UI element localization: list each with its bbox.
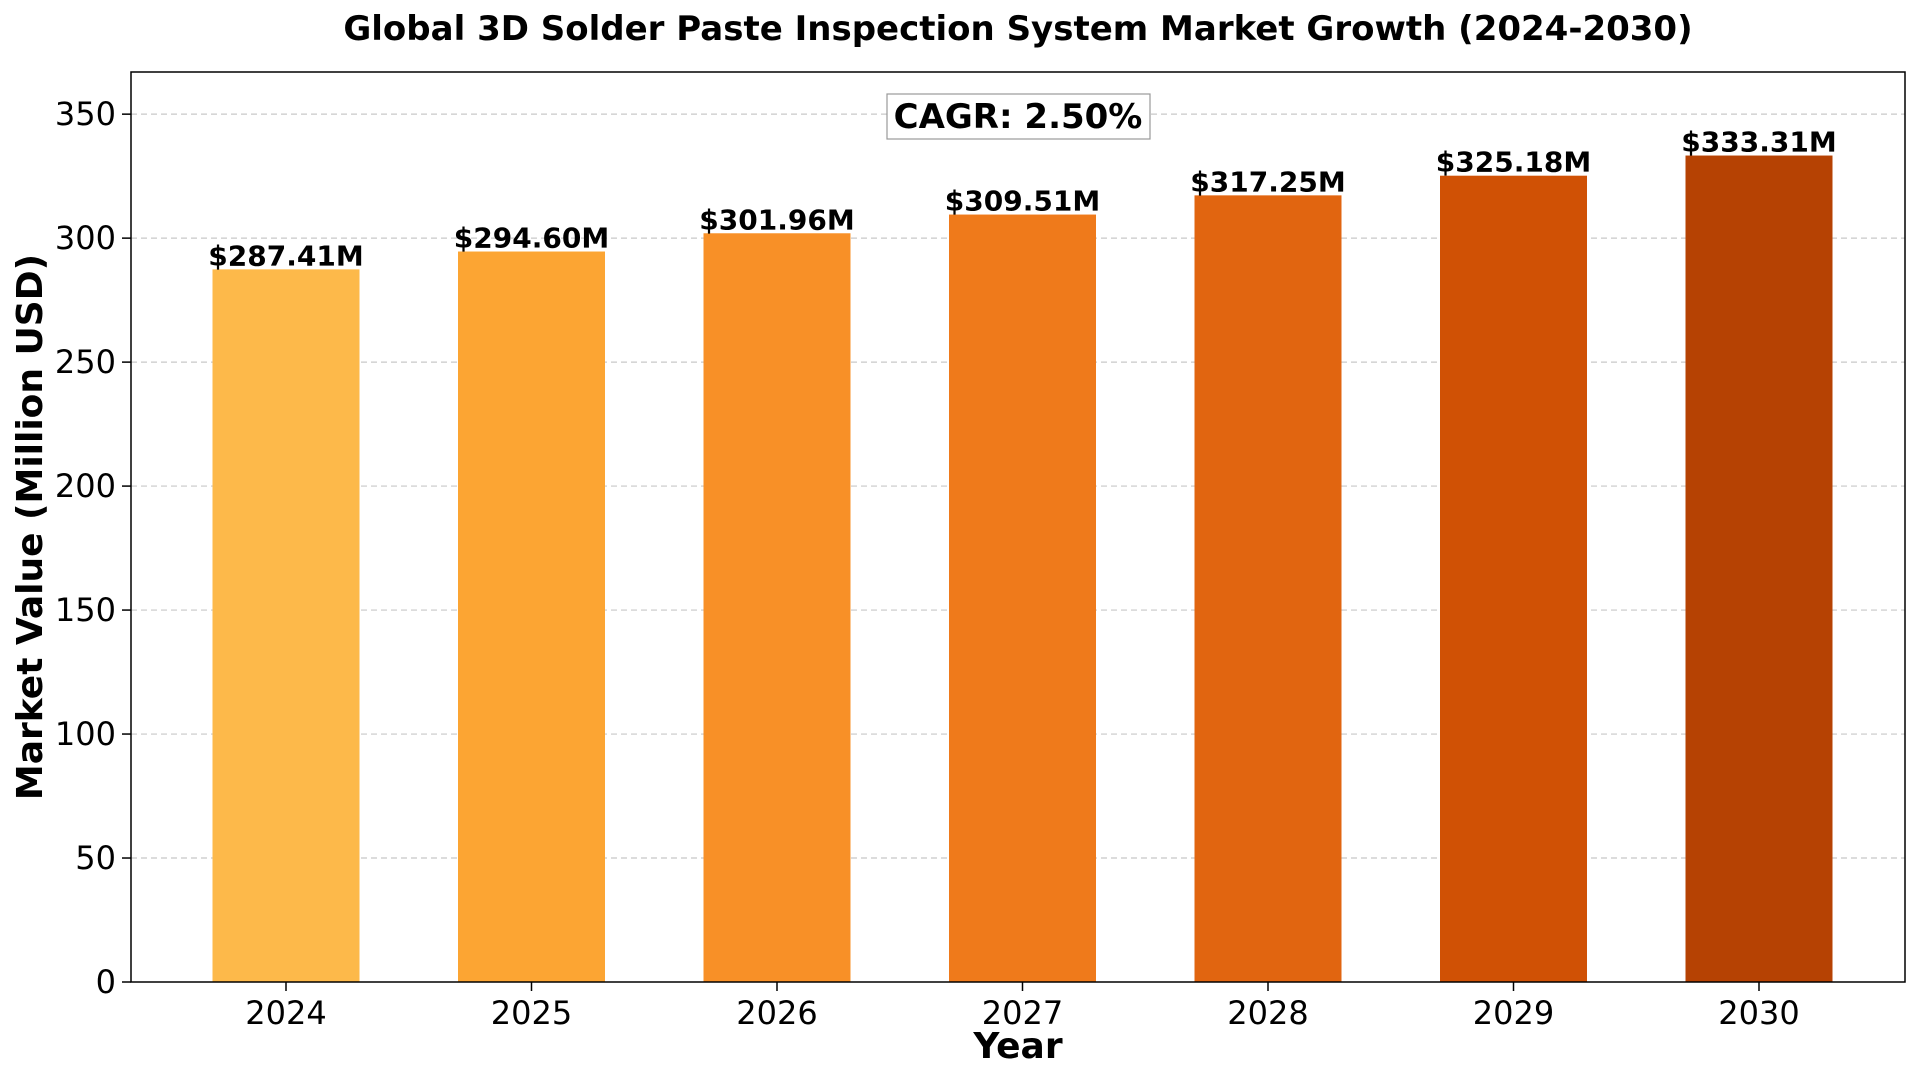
bar-2027 xyxy=(949,214,1096,982)
y-tick-label: 350 xyxy=(55,95,116,133)
bar-2029 xyxy=(1440,175,1587,982)
cagr-box xyxy=(886,93,1151,140)
chart-title: Global 3D Solder Paste Inspection System… xyxy=(343,9,1692,49)
x-tick-label: 2028 xyxy=(1227,994,1308,1032)
cagr-text: CAGR: 2.50% xyxy=(894,97,1143,137)
x-tick-label: 2027 xyxy=(982,994,1063,1032)
data-label-2026: $301.96M xyxy=(699,203,854,236)
bar-2024 xyxy=(212,269,360,982)
y-tick-label: 250 xyxy=(55,343,116,381)
y-tick-label: 150 xyxy=(55,591,116,629)
y-tick-label: 0 xyxy=(96,963,116,1001)
data-label-2024: $287.41M xyxy=(208,239,363,272)
bar-2026 xyxy=(703,233,851,982)
x-tick-label: 2029 xyxy=(1473,994,1554,1032)
x-axis-ticks: 2024 2025 2026 2027 2028 2029 2030 xyxy=(245,982,1800,1032)
bar-2025 xyxy=(458,251,605,982)
x-axis-label: Year xyxy=(972,1026,1062,1067)
data-label-2029: $325.18M xyxy=(1436,146,1591,179)
x-tick-label: 2026 xyxy=(736,994,817,1032)
bars-group xyxy=(212,155,1833,983)
data-label-2028: $317.25M xyxy=(1190,165,1345,198)
bar-2030 xyxy=(1685,155,1833,983)
y-tick-label: 200 xyxy=(55,467,116,505)
y-tick-label: 50 xyxy=(75,839,116,877)
cagr-annotation: CAGR: 2.50% xyxy=(886,93,1151,140)
y-tick-label: 300 xyxy=(55,219,116,257)
data-label-2030: $333.31M xyxy=(1681,126,1836,159)
y-tick-label: 100 xyxy=(55,715,116,753)
data-labels-group: $287.41M $294.60M $301.96M $309.51M $317.25M… xyxy=(208,126,1836,273)
data-label-2027: $309.51M xyxy=(945,185,1100,218)
bar-2028 xyxy=(1194,195,1342,983)
y-axis-label: Market Value (Million USD) xyxy=(10,254,51,800)
x-tick-label: 2025 xyxy=(491,994,572,1032)
x-tick-label: 2030 xyxy=(1718,994,1799,1032)
grid-lines xyxy=(131,113,1905,859)
x-tick-label: 2024 xyxy=(245,994,326,1032)
y-axis-ticks: 0 50 100 150 200 250 300 350 xyxy=(55,95,131,1001)
data-label-2025: $294.60M xyxy=(454,222,609,255)
plot-frame xyxy=(130,71,1906,983)
